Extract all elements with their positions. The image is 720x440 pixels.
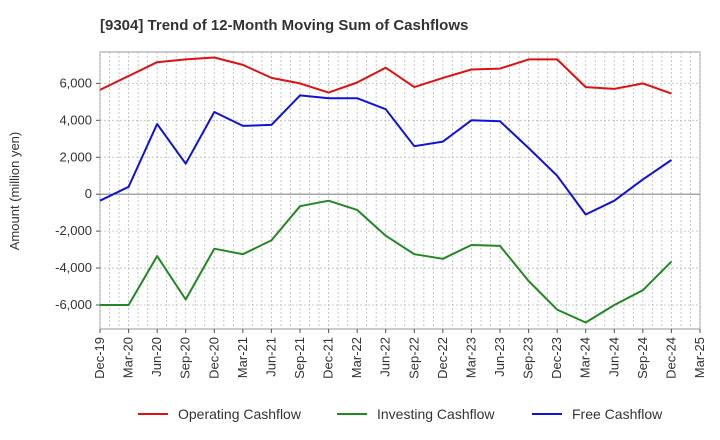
operating-cashflow-legend-label: Operating Cashflow — [178, 406, 302, 422]
y-tick-label: -6,000 — [55, 297, 92, 312]
x-tick-label: Mar-25 — [692, 337, 707, 378]
x-tick-label: Mar-20 — [121, 337, 136, 378]
x-tick-label: Dec-19 — [92, 337, 107, 379]
x-tick-label: Sep-22 — [406, 337, 421, 379]
y-tick-label: -2,000 — [55, 223, 92, 238]
grid-lines — [99, 52, 701, 329]
x-axis-ticks: Dec-19 Mar-20 Jun-20 Sep-20 Dec-20 Mar-21 Jun-… — [92, 329, 707, 379]
legend: Operating Cashflow Investing Cashflow Free… — [138, 406, 663, 422]
x-tick-label: Sep-23 — [521, 337, 536, 379]
x-tick-label: Jun-24 — [606, 337, 621, 377]
y-tick-label: 6,000 — [59, 75, 92, 90]
y-tick-label: 2,000 — [59, 149, 92, 164]
x-tick-label: Dec-20 — [206, 337, 221, 379]
x-tick-label: Jun-23 — [492, 337, 507, 377]
y-tick-label: -4,000 — [55, 260, 92, 275]
x-tick-label: Dec-22 — [435, 337, 450, 379]
free-cashflow-line — [99, 94, 672, 216]
x-tick-label: Jun-22 — [378, 337, 393, 377]
y-tick-label: 0 — [85, 186, 92, 201]
x-tick-label: Dec-23 — [549, 337, 564, 379]
x-tick-label: Dec-21 — [321, 337, 336, 379]
x-tick-label: Jun-21 — [263, 337, 278, 377]
x-tick-label: Mar-24 — [578, 337, 593, 378]
x-tick-label: Sep-24 — [635, 337, 650, 379]
y-axis-label: Amount (million yen) — [7, 132, 22, 251]
x-tick-label: Mar-22 — [349, 337, 364, 378]
plot-area — [99, 51, 701, 330]
x-tick-label: Sep-21 — [292, 337, 307, 379]
y-tick-label: 4,000 — [59, 112, 92, 127]
y-axis-ticks: -6,000 -4,000 -2,000 0 2,000 4,000 6,000 — [55, 75, 100, 312]
chart-title: [9304] Trend of 12-Month Moving Sum of C… — [100, 17, 468, 34]
x-tick-label: Dec-24 — [663, 337, 678, 379]
investing-cashflow-line — [100, 199, 673, 324]
investing-cashflow-legend-label: Investing Cashflow — [377, 406, 495, 422]
series-lines — [99, 56, 673, 324]
x-tick-label: Jun-20 — [149, 337, 164, 377]
operating-cashflow-line — [99, 56, 672, 95]
x-tick-label: Mar-21 — [235, 337, 250, 378]
x-tick-label: Sep-20 — [178, 337, 193, 379]
free-cashflow-legend-label: Free Cashflow — [572, 406, 663, 422]
x-tick-label: Mar-23 — [463, 337, 478, 378]
